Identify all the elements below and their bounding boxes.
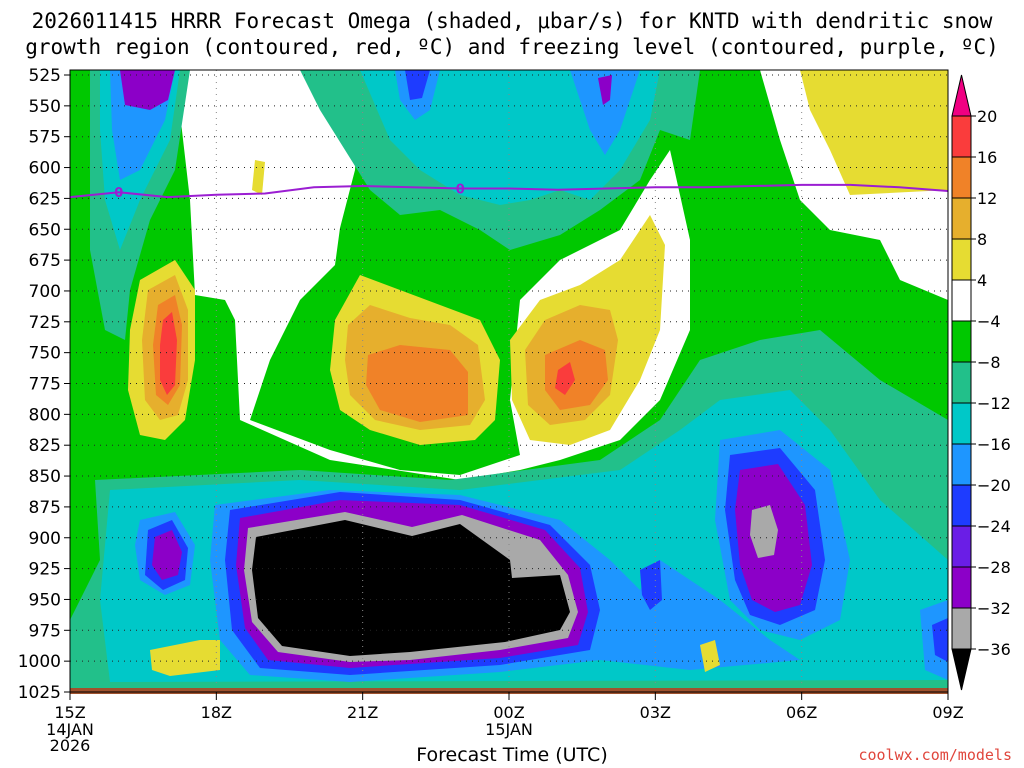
chart-title: 2026011415 HRRR Forecast Omega (shaded, … [0,8,1024,60]
y-tick-label: 550 [29,97,61,117]
colorbar-swatch [951,238,972,281]
colorbar-swatch [951,156,972,199]
colorbar-label: −32 [977,599,1011,618]
colorbar-swatch [951,361,972,404]
freezing-level-label: 0 [114,186,123,201]
y-tick-label: 925 [29,560,61,580]
x-tick-sublabel: 15JAN [485,720,533,739]
y-tick-label: 975 [29,621,61,641]
y-tick-label: 700 [29,282,61,302]
x-tick-label: 00Z [493,703,524,722]
x-axis-label: Forecast Time (UTC) [416,744,608,766]
y-tick-label: 775 [29,375,61,395]
x-tick-label: 18Z [201,703,232,722]
y-tick-label: 825 [29,436,61,456]
omega-colorbar: 20 16 12 8 4 −4 −8 −12 −16 −20 −24 −28 −32 −36 [951,74,1011,691]
colorbar-swatch [951,115,972,158]
x-tick-sublabel: 2026 [50,736,91,755]
colorbar-swatch [951,607,972,650]
y-tick-label: 950 [29,590,61,610]
colorbar-swatch [951,566,972,609]
colorbar-label: −4 [977,312,1001,331]
colorbar-swatch [951,279,972,322]
ground-strip [70,688,948,694]
omega-band-minus32-blob-right [750,505,778,558]
y-tick-label: 525 [29,66,61,86]
y-tick-label: 1000 [18,652,61,672]
y-tick-label: 625 [29,189,61,209]
y-tick-label: 575 [29,128,61,148]
omega-band-plus8-speck [252,160,265,195]
omega-band-plus16-right [545,340,608,410]
y-tick-label: 875 [29,498,61,518]
chart-title-line-2: growth region (contoured, red, ºC) and f… [25,35,999,59]
y-tick-label: 800 [29,405,61,425]
omega-band-plus8-lower [700,640,720,672]
y-tick-label: 725 [29,313,61,333]
freezing-level-label: 0 [456,183,465,198]
omega-band-minus28-blob-left [152,530,182,580]
y-tick-label: 900 [29,529,61,549]
omega-band-minus24-upper [405,70,430,100]
omega-band-minus36-core [252,520,570,656]
omega-band-plus20-left [160,312,177,395]
site-credit[interactable]: coolwx.com/models [858,746,1012,764]
colorbar-label: 12 [977,189,997,208]
colorbar-label: 8 [977,230,987,249]
colorbar-bottom-arrow [951,648,972,691]
colorbar-swatch [951,197,972,240]
y-tick-label: 1025 [18,683,61,703]
colorbar-swatch [951,402,972,445]
omega-shading [70,70,948,690]
y-tick-label: 600 [29,159,61,179]
colorbar-swatch [951,484,972,527]
omega-band-minus28-upper [120,70,175,110]
colorbar-swatch [951,320,972,363]
colorbar-label: −12 [977,394,1011,413]
colorbar-label: −8 [977,353,1001,372]
x-tick-sublabel: 14JAN [46,720,94,739]
y-tick-label: 650 [29,220,61,240]
y-tick-label: 750 [29,344,61,364]
colorbar-swatch [951,443,972,486]
omega-band-minus20-upper-right [570,70,640,155]
x-tick-label: 06Z [786,703,817,722]
colorbar-label: 20 [977,107,997,126]
colorbar-label: 4 [977,271,987,290]
colorbar-swatch [951,525,972,568]
y-tick-label: 675 [29,251,61,271]
y-axis-ticks: 525 550 575 600 625 650 675 700 725 750 775 800 825 8… [18,66,70,703]
omega-band-plus8-lowerleft [150,640,220,676]
omega-band-plus8-topright [800,70,948,195]
x-tick-label: 09Z [932,703,963,722]
colorbar-label: −36 [977,640,1011,659]
colorbar-label: −20 [977,476,1011,495]
omega-band-minus28-upper-small [598,75,612,105]
y-tick-label: 850 [29,467,61,487]
omega-band-minus24-edge [932,618,948,662]
colorbar-label: 16 [977,148,997,167]
omega-band-minus24-blob-small [640,560,662,610]
x-tick-label: 03Z [640,703,671,722]
colorbar-label: −24 [977,517,1011,536]
colorbar-top-arrow [951,74,972,117]
omega-band-plus20-right [555,362,575,395]
colorbar-label: −28 [977,558,1011,577]
colorbar-label: −16 [977,435,1011,454]
chart-title-line-1: 2026011415 HRRR Forecast Omega (shaded, … [31,9,993,33]
x-tick-label: 15Z [54,703,85,722]
omega-band-plus16-mid [366,345,468,422]
x-tick-label: 21Z [347,703,378,722]
freezing-level-line [69,183,949,199]
